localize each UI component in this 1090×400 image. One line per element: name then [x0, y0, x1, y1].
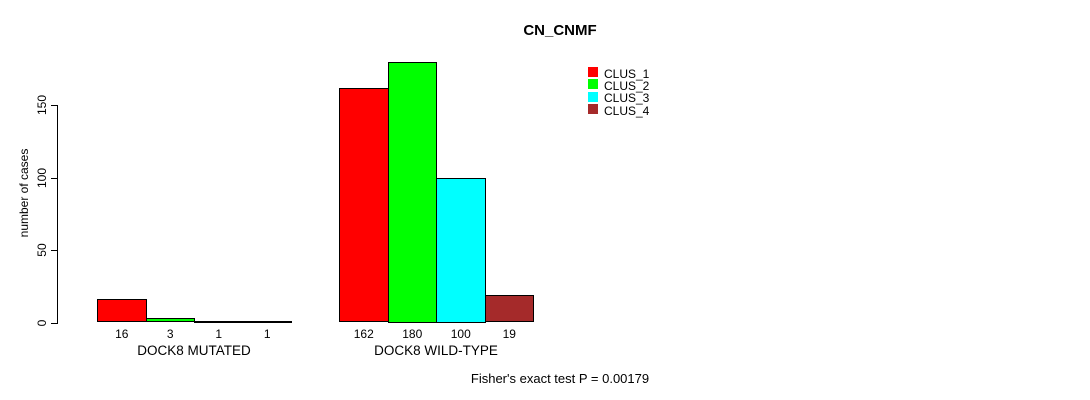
bar-clus_4-group1: [242, 321, 292, 324]
fisher-test-annotation: Fisher's exact test P = 0.00179: [470, 371, 650, 386]
y-axis-tick: [51, 177, 57, 179]
bar-clus_1-group2: [339, 87, 389, 323]
category-label: DOCK8 MUTATED: [137, 343, 251, 358]
y-axis-tick: [51, 322, 57, 324]
bar-clus_2-group1: [145, 318, 195, 323]
bar-value-label: 19: [502, 327, 516, 341]
legend-swatch-clus_3: [588, 91, 598, 102]
category-label: DOCK8 WILD-TYPE: [374, 343, 498, 358]
y-axis-label: number of cases: [17, 148, 31, 238]
y-axis-tick: [51, 250, 57, 251]
legend-swatch-clus_2: [588, 79, 598, 90]
bar-clus_2-group2: [387, 61, 437, 323]
legend-label-clus_3: CLUS_3: [604, 91, 650, 106]
bar-clus_3-group2: [436, 177, 486, 323]
y-axis-tick: [51, 105, 57, 106]
bar-value-label: 1: [215, 327, 223, 341]
bar-value-label: 1: [263, 327, 271, 341]
bar-value-label: 16: [115, 327, 129, 341]
bar-value-label: 100: [450, 327, 471, 341]
bar-clus_3-group1: [194, 321, 244, 324]
y-axis-tick-label: 150: [35, 94, 49, 116]
legend-swatch-clus_1: [588, 67, 598, 77]
y-axis-tick-label: 0: [35, 319, 49, 326]
bar-value-label: 3: [166, 327, 174, 341]
y-axis-line: [57, 105, 58, 324]
bar-clus_4-group2: [484, 294, 534, 323]
legend-label-clus_2: CLUS_2: [604, 78, 650, 93]
legend-swatch-clus_4: [588, 104, 598, 115]
y-axis-tick-label: 100: [35, 167, 49, 188]
bar-value-label: 180: [402, 327, 423, 341]
bar-clus_1-group1: [97, 299, 147, 323]
chart-title: CN_CNMF: [523, 22, 597, 39]
legend-label-clus_4: CLUS_4: [604, 103, 650, 118]
y-axis-tick-label: 50: [35, 243, 49, 257]
bar-value-label: 162: [353, 327, 374, 341]
legend-label-clus_1: CLUS_1: [604, 66, 650, 81]
